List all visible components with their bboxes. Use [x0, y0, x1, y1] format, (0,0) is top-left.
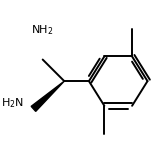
Text: NH$_2$: NH$_2$: [31, 23, 54, 37]
Polygon shape: [31, 81, 64, 111]
Text: H$_2$N: H$_2$N: [1, 96, 24, 110]
